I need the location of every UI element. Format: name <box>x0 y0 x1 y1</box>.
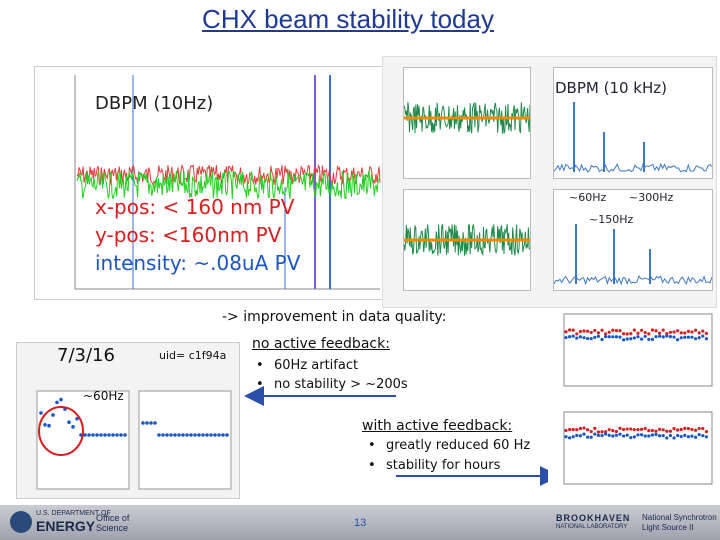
inset-60hz-label: ~60Hz <box>83 389 124 403</box>
doe-line1: U.S. DEPARTMENT OF <box>36 510 111 517</box>
dbpm-heading: DBPM (10Hz) <box>95 93 214 114</box>
g2-plot-with-feedback <box>548 408 716 503</box>
label-150hz: ~150Hz <box>589 213 634 226</box>
office-line2: Science <box>96 523 129 533</box>
improvement-text: -> improvement in data quality: <box>222 309 447 325</box>
g2-inset-chart: 7/3/16 uid= c1f94a ~60Hz <box>16 342 240 499</box>
y-pos-label: y-pos: <160nm PV <box>95 223 282 247</box>
y-position-trace <box>76 170 381 200</box>
no-feedback-item-1: 60Hz artifact <box>256 358 358 373</box>
doe-line2: ENERGY <box>36 518 96 534</box>
x-fft-plot <box>553 67 713 179</box>
with-feedback-heading: with active feedback: <box>362 418 513 434</box>
with-feedback-item-1: greatly reduced 60 Hz <box>368 438 530 453</box>
slide-title: CHX beam stability today <box>202 4 494 34</box>
fft-plots-panel: DBPM (10 kHz) ~60Hz ~300Hz ~150Hz <box>382 56 717 308</box>
x-time-plot <box>403 67 531 179</box>
nsls-line1: National Synchrotron <box>642 513 717 522</box>
g2-plot-no-feedback <box>548 310 716 405</box>
bnl-line1: BROOKHAVEN <box>556 513 631 523</box>
y-fft-plot <box>553 189 713 291</box>
label-60hz: ~60Hz <box>569 191 607 204</box>
dbpm-plot-panel: DBPM (10Hz) x-pos: < 160 nm PV y-pos: <1… <box>34 66 384 300</box>
annotation-arrows <box>244 386 560 486</box>
x-position-trace <box>76 163 381 186</box>
inset-date: 7/3/16 <box>57 345 115 366</box>
office-line1: Office of <box>96 513 130 523</box>
nsls-line2: Light Source II <box>642 523 694 532</box>
page-number: 13 <box>354 517 367 529</box>
y-time-plot <box>403 189 531 291</box>
footer-bar: U.S. DEPARTMENT OF ENERGY Office of Scie… <box>0 505 720 540</box>
no-feedback-heading: no active feedback: <box>252 336 390 352</box>
label-300hz: ~300Hz <box>629 191 674 204</box>
intensity-label: intensity: ~.08uA PV <box>95 251 301 275</box>
dbpm-plot <box>35 67 383 299</box>
inset-uid: uid= c1f94a <box>159 349 227 362</box>
fft-heading: DBPM (10 kHz) <box>555 79 667 97</box>
with-feedback-item-2: stability for hours <box>368 458 500 473</box>
no-feedback-item-2: no stability > ~200s <box>256 377 408 392</box>
doe-seal-icon <box>10 511 32 533</box>
x-pos-label: x-pos: < 160 nm PV <box>95 195 295 219</box>
bnl-line2: NATIONAL LABORATORY <box>556 524 628 530</box>
